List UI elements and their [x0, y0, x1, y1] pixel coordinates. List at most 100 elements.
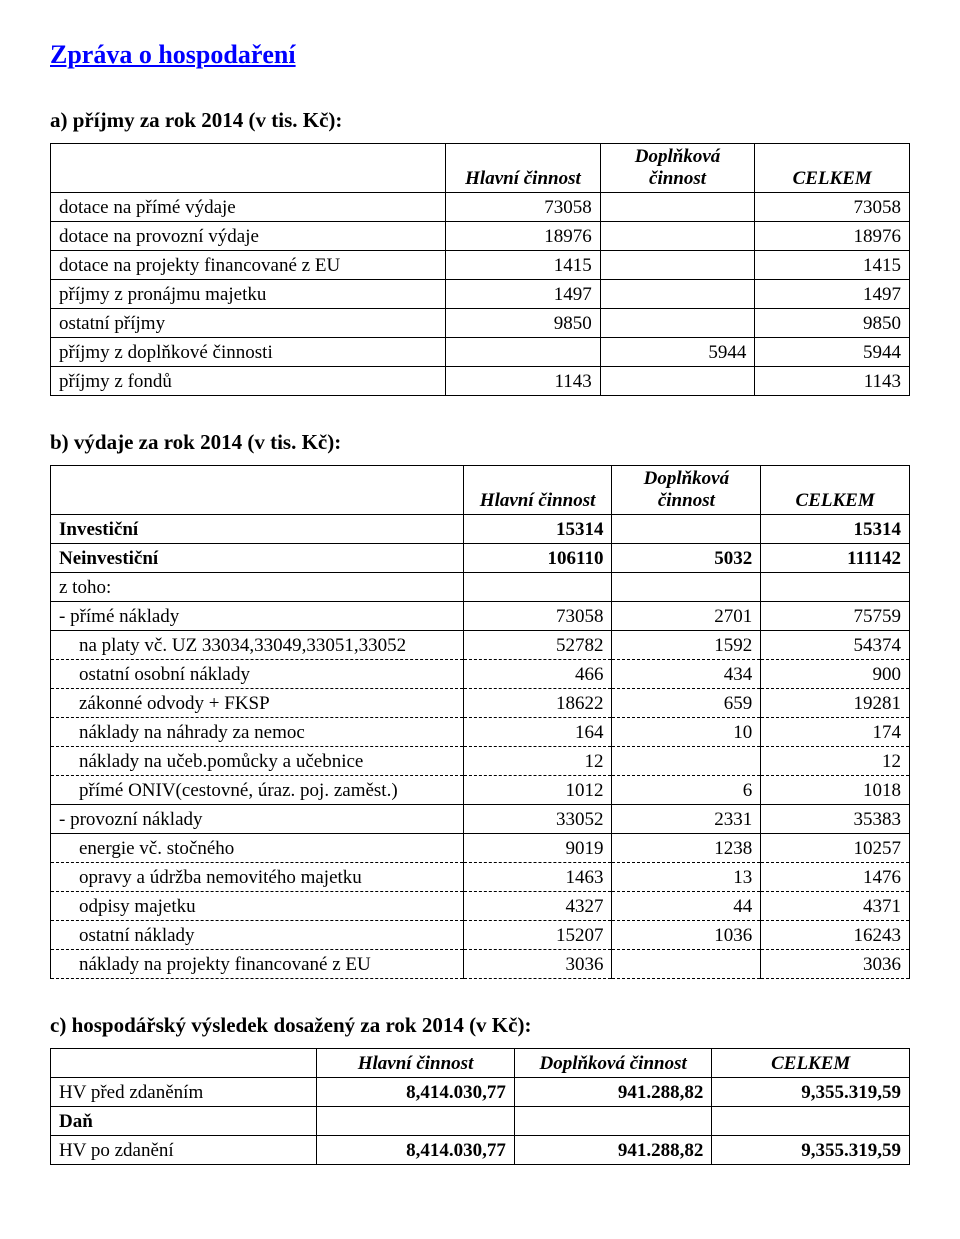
row-value: 5944	[600, 338, 755, 367]
row-value: 12	[463, 747, 612, 776]
table-row: na platy vč. UZ 33034,33049,33051,330525…	[51, 631, 910, 660]
row-value: 1238	[612, 834, 761, 863]
row-value	[600, 251, 755, 280]
row-value	[712, 1107, 910, 1136]
row-label: náklady na náhrady za nemoc	[51, 718, 464, 747]
row-value: 18976	[755, 222, 910, 251]
row-label: z toho:	[51, 573, 464, 602]
table-row: ostatní příjmy98509850	[51, 309, 910, 338]
table-row: ostatní osobní náklady466434900	[51, 660, 910, 689]
table-row: z toho:	[51, 573, 910, 602]
row-value: 9019	[463, 834, 612, 863]
column-header: CELKEM	[755, 144, 910, 193]
table-row: - provozní náklady33052233135383	[51, 805, 910, 834]
section-c-heading: c) hospodářský výsledek dosažený za rok …	[50, 1013, 910, 1038]
column-header	[51, 1049, 317, 1078]
row-label: ostatní náklady	[51, 921, 464, 950]
row-value: 1012	[463, 776, 612, 805]
row-value: 174	[761, 718, 910, 747]
row-value: 1143	[755, 367, 910, 396]
row-value: 1415	[755, 251, 910, 280]
row-value	[612, 515, 761, 544]
row-value	[514, 1107, 712, 1136]
column-header	[51, 466, 464, 515]
table-row: přímé ONIV(cestovné, úraz. poj. zaměst.)…	[51, 776, 910, 805]
row-value: 1415	[446, 251, 601, 280]
table-a-header-row: Hlavní činnostDoplňková činnostCELKEM	[51, 144, 910, 193]
row-label: dotace na projekty financované z EU	[51, 251, 446, 280]
row-value: 18976	[446, 222, 601, 251]
row-value: 1497	[446, 280, 601, 309]
row-label: odpisy majetku	[51, 892, 464, 921]
table-c-header-row: Hlavní činnostDoplňková činnostCELKEM	[51, 1049, 910, 1078]
row-label: - provozní náklady	[51, 805, 464, 834]
row-label: HV po zdanění	[51, 1136, 317, 1165]
row-value: 1143	[446, 367, 601, 396]
row-value: 8,414.030,77	[317, 1136, 515, 1165]
row-value: 900	[761, 660, 910, 689]
table-row: příjmy z fondů11431143	[51, 367, 910, 396]
table-b: Hlavní činnostDoplňková činnostCELKEM In…	[50, 465, 910, 979]
row-label: dotace na provozní výdaje	[51, 222, 446, 251]
row-value: 2701	[612, 602, 761, 631]
row-value: 44	[612, 892, 761, 921]
table-row: Daň	[51, 1107, 910, 1136]
table-row: dotace na provozní výdaje1897618976	[51, 222, 910, 251]
row-value: 164	[463, 718, 612, 747]
row-value: 12	[761, 747, 910, 776]
row-value: 15314	[761, 515, 910, 544]
row-value: 106110	[463, 544, 612, 573]
row-value: 52782	[463, 631, 612, 660]
row-value: 73058	[755, 193, 910, 222]
row-label: opravy a údržba nemovitého majetku	[51, 863, 464, 892]
table-row: Neinvestiční1061105032111142	[51, 544, 910, 573]
row-value: 13	[612, 863, 761, 892]
row-value: 9850	[755, 309, 910, 338]
column-header: Doplňková činnost	[600, 144, 755, 193]
table-row: energie vč. stočného9019123810257	[51, 834, 910, 863]
row-value: 10	[612, 718, 761, 747]
row-label: dotace na přímé výdaje	[51, 193, 446, 222]
row-value: 9,355.319,59	[712, 1078, 910, 1107]
row-value: 15207	[463, 921, 612, 950]
row-value: 35383	[761, 805, 910, 834]
row-value	[600, 309, 755, 338]
row-value	[612, 950, 761, 979]
row-value: 73058	[463, 602, 612, 631]
section-b-heading: b) výdaje za rok 2014 (v tis. Kč):	[50, 430, 910, 455]
row-value: 9850	[446, 309, 601, 338]
row-value: 10257	[761, 834, 910, 863]
section-a-heading: a) příjmy za rok 2014 (v tis. Kč):	[50, 108, 910, 133]
row-value	[612, 573, 761, 602]
row-value: 5032	[612, 544, 761, 573]
table-row: Investiční1531415314	[51, 515, 910, 544]
row-value: 1463	[463, 863, 612, 892]
row-label: příjmy z pronájmu majetku	[51, 280, 446, 309]
column-header: Hlavní činnost	[446, 144, 601, 193]
row-value: 4327	[463, 892, 612, 921]
row-value	[600, 367, 755, 396]
table-row: ostatní náklady15207103616243	[51, 921, 910, 950]
table-row: dotace na přímé výdaje7305873058	[51, 193, 910, 222]
row-label: Investiční	[51, 515, 464, 544]
row-value	[317, 1107, 515, 1136]
row-value: 941.288,82	[514, 1136, 712, 1165]
table-row: příjmy z doplňkové činnosti59445944	[51, 338, 910, 367]
row-value: 1476	[761, 863, 910, 892]
row-value: 73058	[446, 193, 601, 222]
row-label: přímé ONIV(cestovné, úraz. poj. zaměst.)	[51, 776, 464, 805]
column-header: Hlavní činnost	[317, 1049, 515, 1078]
row-label: HV před zdaněním	[51, 1078, 317, 1107]
main-title: Zpráva o hospodaření	[50, 40, 910, 70]
table-row: opravy a údržba nemovitého majetku146313…	[51, 863, 910, 892]
table-row: dotace na projekty financované z EU14151…	[51, 251, 910, 280]
row-value: 16243	[761, 921, 910, 950]
row-label: Neinvestiční	[51, 544, 464, 573]
column-header	[51, 144, 446, 193]
row-value	[600, 280, 755, 309]
row-value: 3036	[761, 950, 910, 979]
row-label: Daň	[51, 1107, 317, 1136]
row-value: 659	[612, 689, 761, 718]
table-row: - přímé náklady73058270175759	[51, 602, 910, 631]
row-value: 1592	[612, 631, 761, 660]
